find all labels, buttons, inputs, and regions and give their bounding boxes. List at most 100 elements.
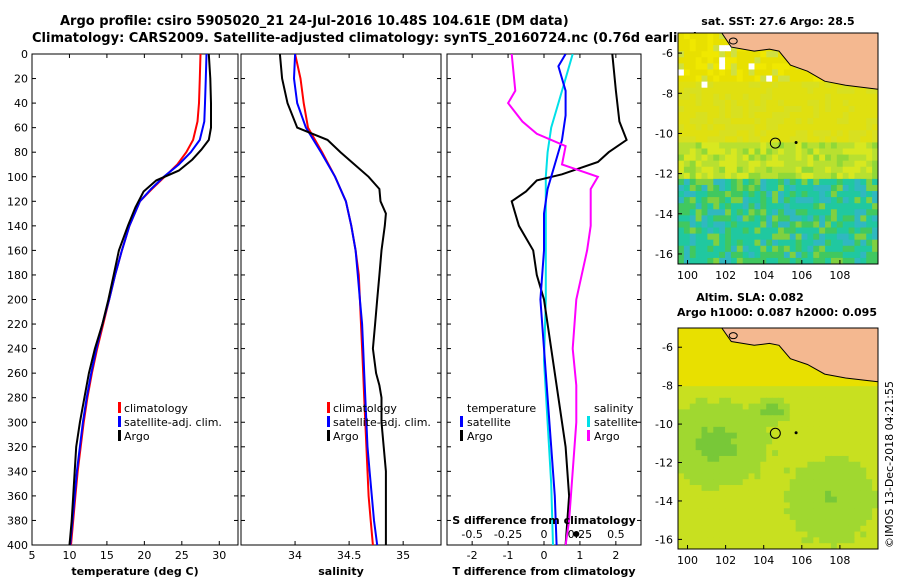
map-cell: [695, 142, 703, 150]
map-cell: [748, 87, 756, 95]
map-cell: [736, 63, 744, 71]
map-cell: [842, 467, 850, 474]
map-cell: [836, 537, 844, 544]
map-cell: [760, 525, 767, 533]
map-cell: [848, 154, 856, 162]
map-cell: [707, 374, 714, 381]
map-cell: [678, 345, 685, 352]
map-cell: [719, 203, 726, 210]
map-cell: [713, 160, 720, 168]
map-cell: [789, 368, 797, 376]
map-cell: [783, 537, 791, 544]
map-cell: [778, 438, 785, 445]
map-cell: [730, 409, 738, 416]
map-cell: [778, 496, 785, 504]
map-cell: [713, 33, 720, 40]
map-cell: [730, 172, 738, 180]
map-cell: [695, 172, 703, 180]
map-cell: [836, 490, 844, 498]
map-cell: [695, 386, 703, 393]
map-cell: [754, 209, 761, 216]
map-cell: [807, 391, 814, 399]
map-cell: [766, 69, 773, 77]
map-cell: [807, 450, 814, 457]
map-cell: [807, 124, 814, 131]
map-cell: [701, 57, 709, 64]
map-cell: [795, 215, 803, 223]
map-cell: [742, 197, 750, 204]
map-cell: [707, 93, 714, 101]
x-tick-label: 0: [541, 549, 548, 562]
map-cell: [854, 209, 861, 216]
map-cell: [825, 245, 832, 253]
map-cell: [801, 508, 809, 515]
map-cell: [801, 432, 809, 440]
map-cell: [689, 450, 697, 457]
map-cell: [719, 75, 726, 83]
map-cell: [872, 239, 878, 247]
map-cell: [754, 142, 761, 150]
map-cell: [807, 99, 814, 107]
map-cell: [836, 380, 844, 387]
map-cell: [789, 99, 797, 107]
map-cell: [736, 172, 744, 180]
map-cell: [830, 415, 838, 422]
map-cell: [707, 508, 714, 515]
map-cell: [707, 51, 714, 58]
map-cell: [719, 178, 726, 186]
map-cell: [730, 105, 738, 113]
map-cell: [695, 450, 703, 457]
map-cell: [795, 118, 803, 125]
map-cell: [772, 543, 779, 549]
map-cell: [789, 154, 797, 162]
map-cell: [678, 245, 685, 253]
map-cell: [730, 148, 738, 156]
map-cell: [713, 221, 720, 229]
map-cell: [713, 450, 720, 457]
map-cell: [836, 142, 844, 150]
map-cell: [701, 209, 709, 216]
map-cell: [695, 148, 703, 156]
map-cell: [848, 397, 856, 405]
map-cell: [730, 386, 738, 393]
map-cell: [789, 166, 797, 174]
map-cell: [836, 508, 844, 515]
map-cell: [683, 166, 691, 174]
map-cell: [860, 215, 867, 223]
map-cell: [713, 519, 720, 527]
map-cell: [842, 215, 850, 223]
legend-swatch-sal-satellite: [587, 416, 590, 427]
map-cell: [678, 357, 685, 364]
map-cell: [789, 403, 797, 411]
map-cell: [754, 531, 761, 538]
map-cell: [719, 136, 726, 144]
map-cell: [772, 537, 779, 544]
map-cell: [813, 525, 820, 533]
map-cell: [813, 184, 820, 192]
map-cell: [683, 537, 691, 544]
map-cell: [854, 502, 861, 509]
map-cell: [707, 537, 714, 544]
map-cell: [683, 251, 691, 259]
map-cell: [719, 124, 726, 131]
map-cell: [842, 99, 850, 107]
map-cell: [695, 51, 703, 58]
map-cell: [789, 63, 797, 71]
map-cell: [748, 531, 756, 538]
map-cell: [766, 75, 773, 83]
map-cell: [807, 197, 814, 204]
series-line-temperature-argo: [510, 54, 628, 545]
map-cell: [736, 197, 744, 204]
map-cell: [789, 357, 797, 364]
map-cell: [866, 93, 873, 101]
map-cell: [813, 81, 820, 89]
map-cell: [854, 239, 861, 247]
map-cell: [713, 136, 720, 144]
map-cell: [778, 209, 785, 216]
map-cell: [813, 380, 820, 387]
map-cell: [748, 148, 756, 156]
map-cell: [813, 444, 820, 451]
map-cell: [807, 409, 814, 416]
map-cell: [807, 496, 814, 504]
map-cell: [683, 178, 691, 186]
